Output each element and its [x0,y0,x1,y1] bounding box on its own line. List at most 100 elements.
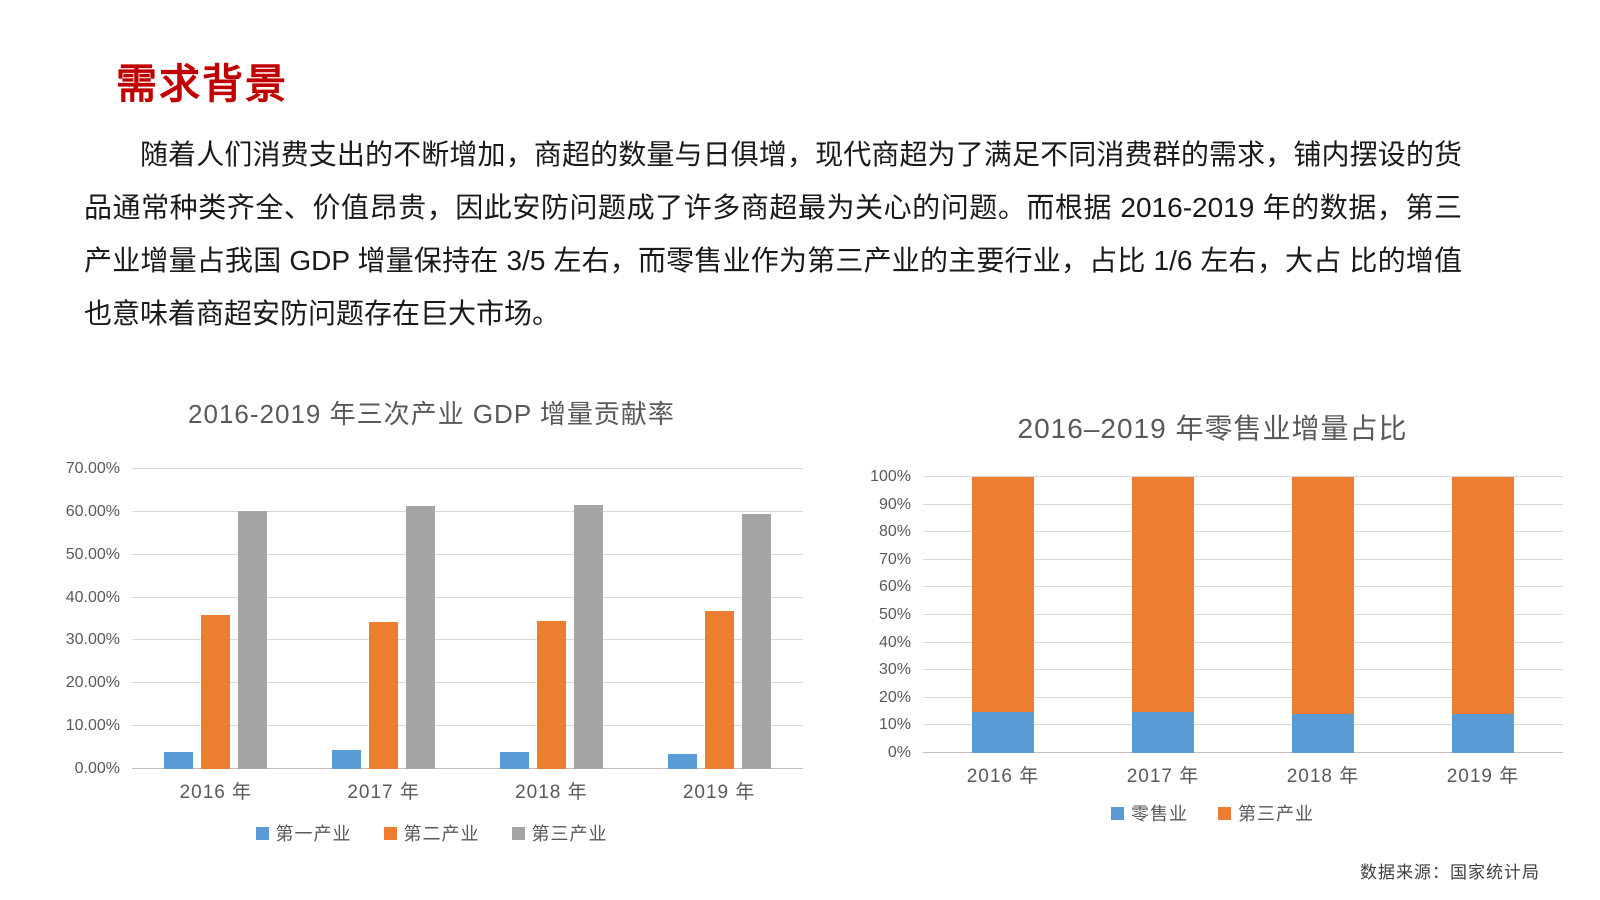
plot [923,476,1563,753]
y-axis-label: 50% [878,606,911,623]
retail-increment-share-chart: 2016–2019 年零售业增量占比 0% 10% 20% 30% 40% 50% 60% 7… [862,390,1563,826]
y-axis-label: 0.00% [74,760,120,777]
gridline [132,510,803,512]
y-axis-label: 20.00% [65,674,120,692]
y-axis: 0% 10% 20% 30% 40% 50% 60% 70% 80% 90% 100% [862,468,923,761]
gridline [923,752,1563,753]
x-axis-label: 2018 年 [515,782,588,803]
y-axis-label: 80% [878,523,911,541]
y-axis-label: 60.00% [65,502,120,520]
chart-plot-area: 0% 10% 20% 30% 40% 50% 60% 70% 80% 90% 100% [862,468,1563,761]
chart-legend: 零售业 第三产业 [862,800,1563,826]
bar-segment-第三产业 [1132,477,1194,712]
bar-group [667,469,771,769]
stacked-bar [972,477,1034,753]
stacked-bar [1132,477,1194,753]
legend-label: 第一产业 [275,824,352,844]
legend-label: 第二产业 [403,824,480,844]
bar-第二产业 [704,611,734,769]
gridline [132,768,803,769]
legend-item: 零售业 [1111,800,1188,826]
bars [132,469,803,769]
gridline [923,696,1563,698]
y-axis-label: 20% [878,688,911,706]
bar-第二产业 [201,614,231,769]
legend-swatch [255,826,269,840]
gridline [132,553,803,555]
bar-group [332,469,436,769]
y-axis-label: 60% [878,578,911,596]
x-axis-label: 2019 年 [1446,766,1520,787]
bar-segment-零售业 [1452,714,1514,753]
x-axis-label: 2017 年 [1126,766,1200,787]
legend-swatch [383,826,397,840]
gdp-increment-contribution-chart: 2016-2019 年三次产业 GDP 增量贡献率 0.00% 10.00% 20.… [60,390,803,846]
gridline [132,639,803,641]
x-axis-label: 2016 年 [966,766,1040,787]
legend-swatch [1218,806,1231,820]
legend-swatch [1111,806,1124,820]
bar-group [972,477,1034,753]
bar-第二产业 [536,621,566,769]
bar-第一产业 [667,754,697,769]
bar-segment-零售业 [972,711,1034,753]
y-axis-label: 50.00% [65,545,120,563]
y-axis-label: 0% [887,744,911,761]
x-axis-label: 2019 年 [682,782,756,803]
bar-group [164,469,268,769]
bar-segment-零售业 [1292,714,1354,753]
y-axis-label: 90% [878,495,911,513]
gridline [132,468,803,469]
intro-paragraph: 随着人们消费支出的不断增加，商超的数量与日俱增，现代商超为了满足不同消费群的需求… [84,139,1462,329]
y-axis: 0.00% 10.00% 20.00% 30.00% 40.00% 50.00% 60.00… [60,460,132,777]
gridline [923,503,1563,505]
gridline [132,682,803,684]
gridline [923,641,1563,643]
gridline [923,669,1563,671]
x-axis-label: 2018 年 [1286,766,1360,787]
y-axis-label: 40.00% [65,588,120,606]
bar-第三产业 [406,506,436,769]
page-title: 需求背景 [116,61,288,107]
chart-plot-area: 0.00% 10.00% 20.00% 30.00% 40.00% 50.00% 60.00… [60,460,803,777]
x-axis-label: 2016 年 [179,782,253,803]
bar-第一产业 [164,751,194,769]
x-axis-label: 2017 年 [347,782,420,803]
gridline [923,724,1563,726]
bar-group [1452,477,1514,753]
stacked-bar [1452,477,1514,753]
gridline [923,531,1563,533]
bar-第二产业 [369,622,399,769]
y-axis-label: 10% [878,716,911,734]
chart-title: 2016-2019 年三次产业 GDP 增量贡献率 [188,399,675,429]
x-axis: 2016 年 2017 年 2018 年 2019 年 [132,777,803,804]
y-axis-label: 10.00% [65,717,120,735]
bar-segment-第三产业 [1292,477,1354,715]
chart-legend: 第一产业 第二产业 第三产业 [60,820,803,846]
y-axis-label: 30.00% [65,631,120,649]
bars [923,477,1563,753]
gridline [923,558,1563,560]
y-axis-label: 100% [870,468,911,485]
data-source-note: 数据来源：国家统计局 [1360,863,1540,882]
bar-group [1132,477,1194,753]
bar-第三产业 [238,511,268,769]
y-axis-label: 70.00% [65,460,120,477]
gridline [132,725,803,727]
y-axis-label: 40% [878,633,911,651]
bar-segment-第三产业 [1452,477,1514,715]
bar-第三产业 [741,514,771,769]
gridline [923,614,1563,615]
gridline [923,476,1563,477]
bar-第三产业 [573,505,603,769]
legend-label: 第三产业 [531,824,608,844]
stacked-bar [1292,477,1354,753]
chart-title: 2016–2019 年零售业增量占比 [1017,413,1408,444]
x-axis: 2016 年 2017 年 2018 年 2019 年 [923,761,1563,788]
bar-第一产业 [499,752,529,769]
plot [132,468,803,769]
bar-group [499,469,603,769]
y-axis-label: 30% [878,661,911,679]
y-axis-label: 70% [878,550,911,568]
legend-label: 第三产业 [1238,804,1314,824]
